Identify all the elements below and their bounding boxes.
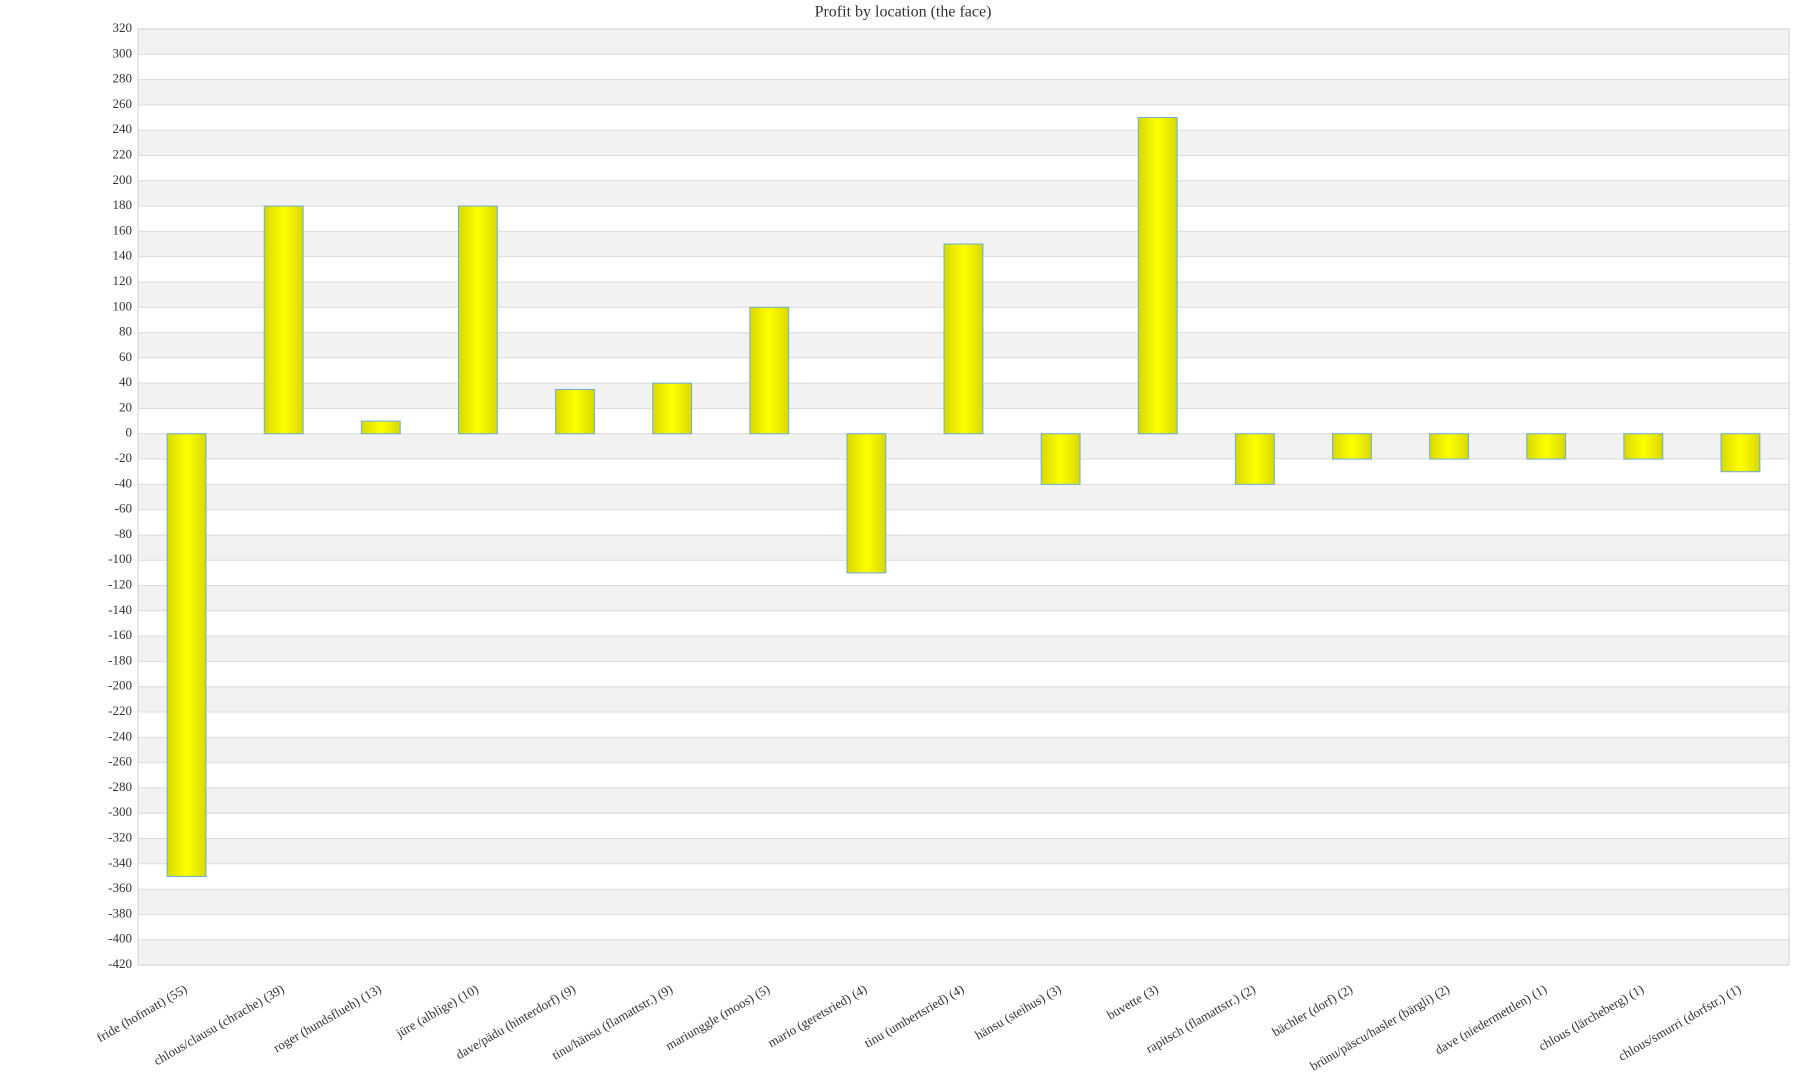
bar [166,433,207,877]
y-tick-label: -60 [115,501,132,516]
bar [263,205,304,435]
y-tick-label: 280 [113,71,133,86]
y-tick-label: 140 [113,248,133,263]
bar [652,382,693,435]
grid-band [138,889,1789,915]
grid-band [138,79,1789,105]
plot-border [137,28,1790,966]
x-tick-label: bächler (dorf) (2) [1269,981,1355,1039]
x-tick-label: mariunggle (moos) (5) [663,981,772,1053]
bar [943,243,984,435]
y-tick-label: 240 [113,121,133,136]
y-tick-label: -20 [115,450,132,465]
grid-band [138,433,1789,460]
bar [457,205,498,435]
x-tick-label: hänsu (steihus) (3) [972,981,1063,1042]
bar [1040,433,1081,485]
grid-band [138,636,1789,662]
y-tick-label: -140 [108,602,132,617]
bar [846,433,887,574]
grid-band [138,130,1789,156]
y-tick-label: -100 [108,551,132,566]
y-tick-label: -120 [108,577,132,592]
x-tick-label: roger (hundsflueh) (13) [271,981,384,1055]
bar [1429,433,1470,460]
x-tick-label: buvette (3) [1104,981,1161,1022]
y-tick-label: 180 [113,197,133,212]
grid-band [138,838,1789,864]
y-tick-label: -340 [108,855,132,870]
y-tick-label: -200 [108,678,132,693]
grid-band [138,180,1789,207]
x-tick-label: jüre (alblige) (10) [393,981,481,1041]
y-tick-label: 20 [119,399,132,414]
bar [1137,117,1178,435]
y-tick-label: -40 [115,475,132,490]
y-tick-label: 200 [113,172,133,187]
y-tick-label: 320 [113,20,133,35]
y-tick-label: -180 [108,652,132,667]
y-tick-label: 0 [126,425,133,440]
bar [1332,433,1372,460]
y-tick-label: -260 [108,754,132,769]
chart-title: Profit by location (the face) [815,4,992,21]
y-tick-label: 160 [113,222,133,237]
y-tick-label: -380 [108,905,132,920]
grid-band [138,484,1789,510]
y-tick-label: 40 [119,374,132,389]
bar [1234,433,1275,485]
bar [555,388,595,435]
bar [1623,433,1664,460]
bar [749,306,790,435]
x-tick-label: rapitsch (flamattstr.) (2) [1143,981,1258,1056]
y-tick-label: -400 [108,931,132,946]
y-tick-label: 220 [113,146,133,161]
y-tick-label: -300 [108,804,132,819]
y-tick-label: 120 [113,273,133,288]
y-tick-label: -240 [108,728,132,743]
y-tick-label: 300 [113,45,133,60]
y-tick-label: 100 [113,298,133,313]
y-tick-label: 60 [119,349,132,364]
y-tick-label: -360 [108,880,132,895]
grid-band [138,737,1789,763]
grid-band [138,686,1789,713]
bar [1526,433,1567,460]
y-tick-label: 260 [113,96,133,111]
y-tick-label: 80 [119,324,132,339]
x-tick-label: tinu (umbertsried) (4) [861,981,966,1050]
grid-band [138,29,1789,55]
y-tick-label: -280 [108,779,132,794]
bar [360,420,401,435]
y-tick-label: -320 [108,829,132,844]
x-tick-label: mario (geretsried) (4) [765,981,869,1050]
x-tick-label: fride (hofmatt) (55) [94,981,190,1045]
grid-band [138,585,1789,611]
bar [1720,433,1761,473]
y-tick-label: -160 [108,627,132,642]
y-tick-label: -80 [115,526,132,541]
y-tick-label: -420 [108,956,132,971]
grid-band [138,534,1789,561]
grid-band [138,787,1789,814]
y-tick-label: -220 [108,703,132,718]
grid-band [138,939,1789,965]
